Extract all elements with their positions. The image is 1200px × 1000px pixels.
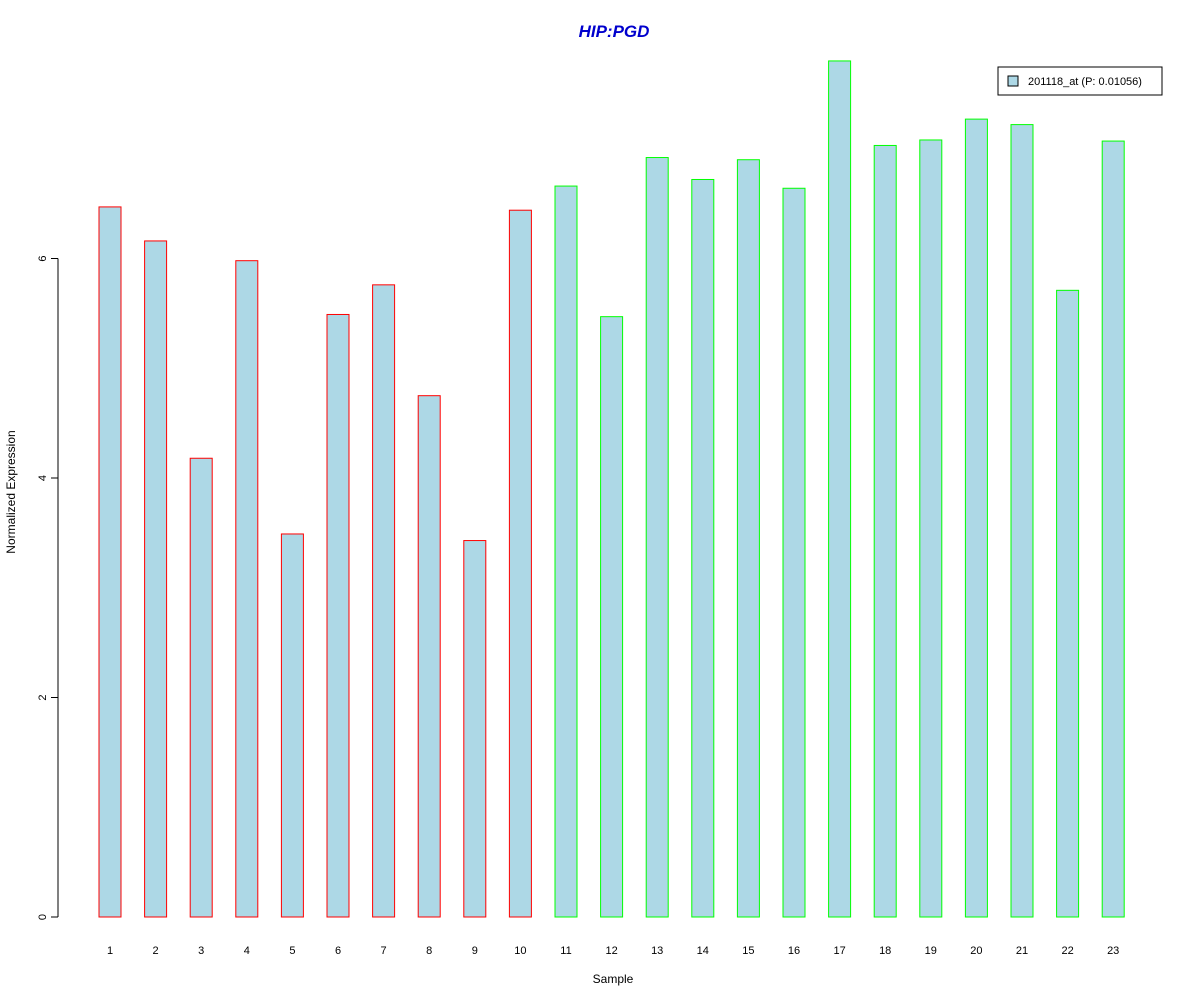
bar-sample-18 [873,144,897,918]
x-tick-label: 21 [1016,945,1028,957]
y-tick-label: 0 [37,914,49,920]
bar-sample-7 [372,284,396,918]
bar-sample-15 [736,159,760,918]
bar-sample-6 [326,313,350,918]
bar-sample-8 [417,395,441,918]
x-tick-label: 6 [335,945,341,957]
y-tick-label: 6 [37,255,49,261]
bar-sample-10 [508,209,532,918]
y-axis-label: Normalized Expression [4,430,18,553]
x-axis-label: Sample [593,972,634,986]
x-tick-label: 23 [1107,945,1119,957]
bar-sample-20 [964,118,988,918]
x-tick-label: 13 [651,945,663,957]
legend-swatch [1007,75,1019,87]
x-tick-label: 8 [426,945,432,957]
x-tick-label: 1 [107,945,113,957]
legend-label: 201118_at (P: 0.01056) [1028,76,1142,88]
legend-box [997,66,1163,96]
bar-sample-3 [189,457,213,918]
bar-sample-13 [645,157,669,918]
bar-sample-5 [280,533,304,918]
x-tick-label: 17 [833,945,845,957]
chart-title: HIP:PGD [579,22,650,41]
x-tick-label: 14 [697,945,709,957]
x-tick-labels: 1 2 3 4 5 6 7 8 9 10 11 12 13 14 15 16 17 18 19 20 21 22 23 [107,945,1119,957]
bar-sample-19 [919,139,943,918]
x-tick-label: 12 [605,945,617,957]
x-tick-label: 22 [1061,945,1073,957]
x-tick-label: 2 [153,945,159,957]
bar-sample-12 [600,316,624,918]
x-tick-label: 16 [788,945,800,957]
bar-sample-14 [691,178,715,918]
x-tick-label: 18 [879,945,891,957]
bars [98,60,1125,918]
x-tick-label: 10 [514,945,526,957]
bar-sample-2 [144,240,168,918]
y-axis: 0 2 4 6 [37,255,59,920]
bar-sample-16 [782,187,806,918]
bar-sample-1 [98,206,122,918]
x-tick-label: 19 [925,945,937,957]
bar-sample-22 [1056,289,1080,918]
y-tick-label: 2 [37,694,49,700]
x-tick-label: 9 [472,945,478,957]
bar-sample-4 [235,260,259,918]
legend: 201118_at (P: 0.01056) [997,66,1163,96]
x-tick-label: 3 [198,945,204,957]
x-tick-label: 20 [970,945,982,957]
x-tick-label: 11 [560,945,571,957]
x-tick-label: 5 [289,945,295,957]
x-tick-label: 15 [742,945,754,957]
bar-sample-9 [463,540,487,918]
bar-sample-17 [828,60,852,918]
bar-sample-11 [554,185,578,918]
bar-sample-21 [1010,124,1034,918]
x-tick-label: 7 [381,945,387,957]
y-tick-label: 4 [37,475,49,481]
x-tick-label: 4 [244,945,250,957]
bar-sample-23 [1101,140,1125,918]
